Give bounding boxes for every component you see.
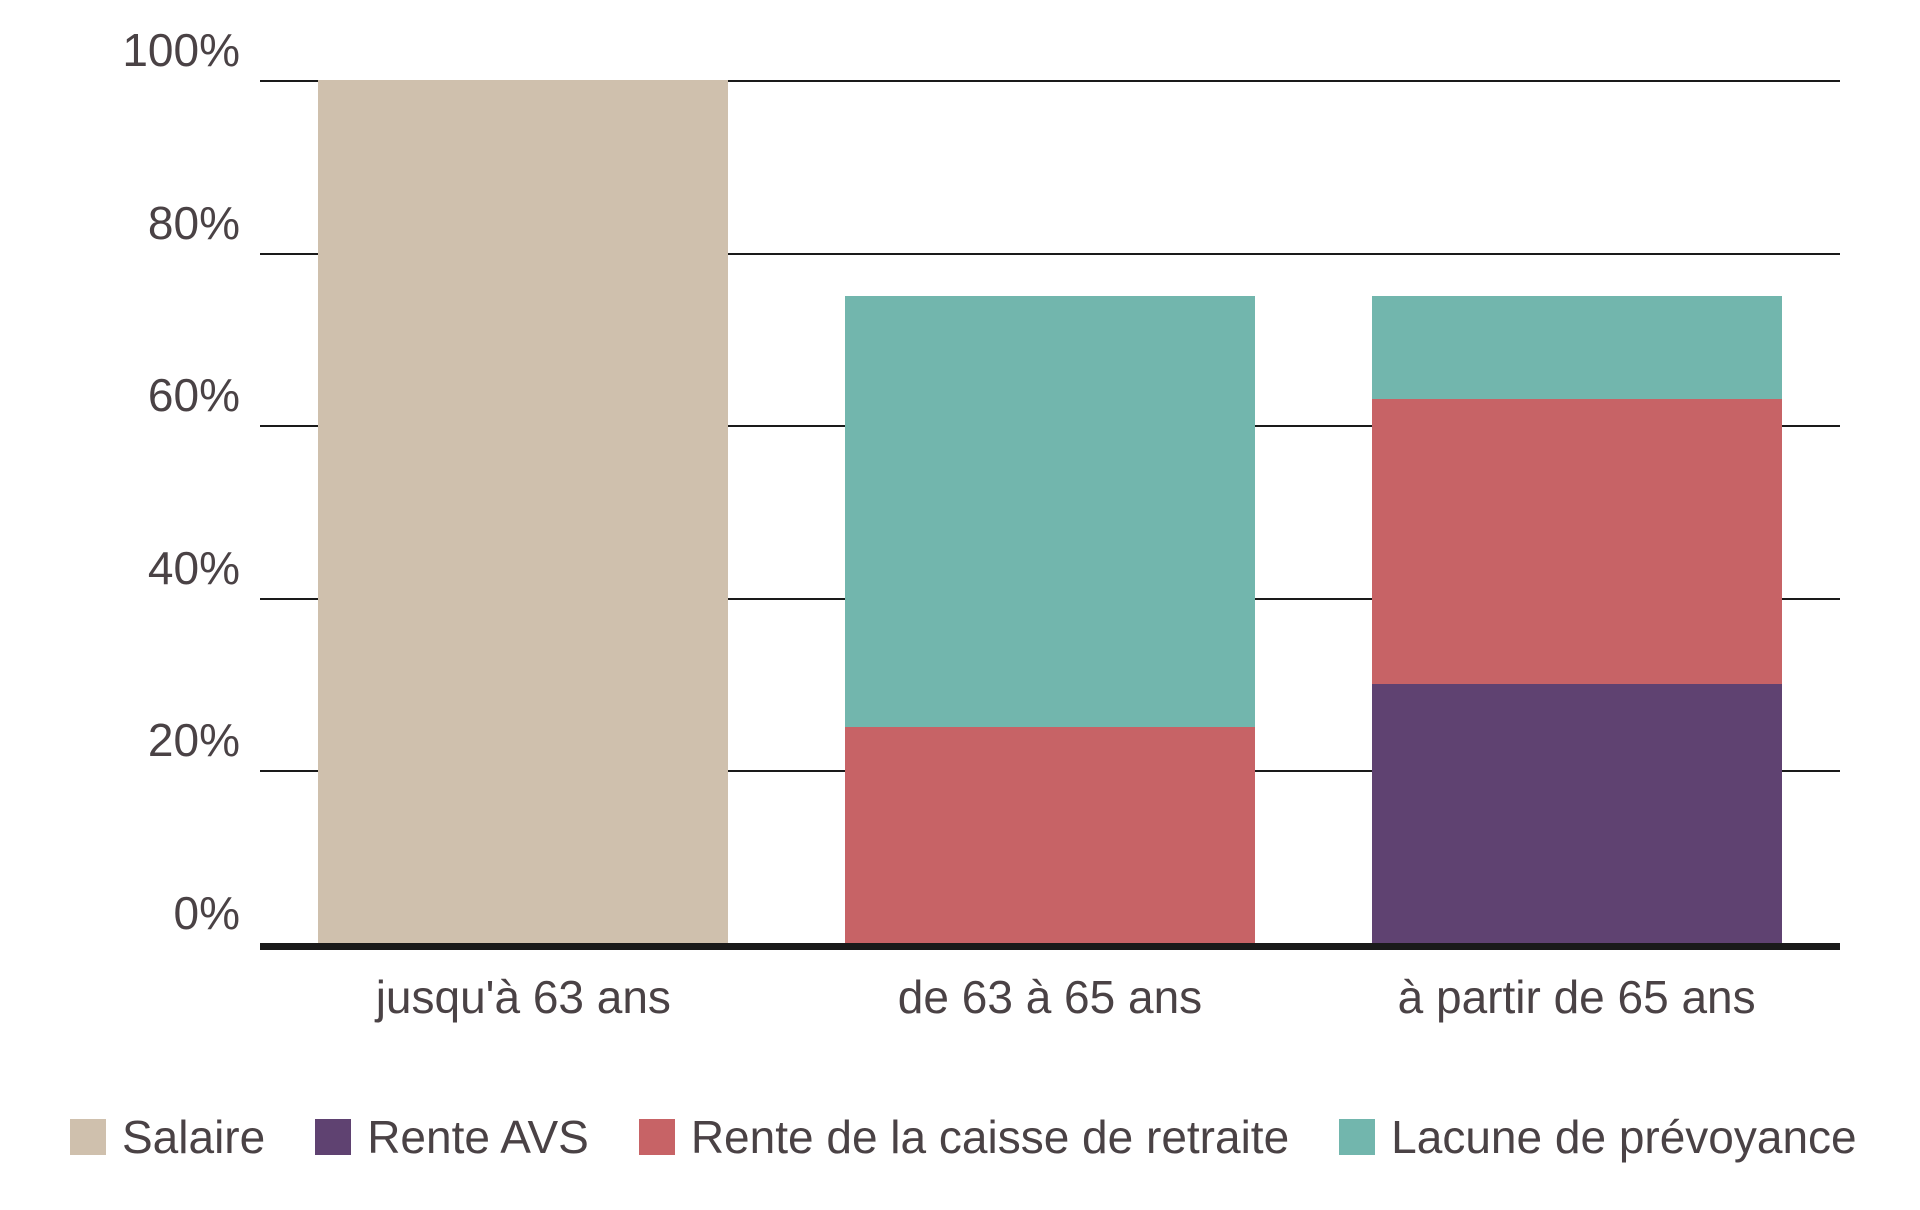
bar-segment-salaire [318, 80, 728, 943]
bar-segment-rente_caisse [845, 727, 1255, 943]
x-tick-label: de 63 à 65 ans [840, 970, 1260, 1024]
pension-chart: 100%80%60%40%20%0% jusqu'à 63 ansde 63 à… [60, 30, 1860, 1180]
legend-item-salaire: Salaire [70, 1110, 265, 1164]
y-tick-label: 60% [148, 368, 240, 422]
bar-segment-rente_caisse [1372, 399, 1782, 684]
bar-segment-lacune [845, 296, 1255, 728]
y-tick-label: 100% [122, 23, 240, 77]
x-axis-baseline [260, 943, 1840, 950]
legend-item-lacune: Lacune de prévoyance [1339, 1110, 1856, 1164]
legend-swatch [70, 1119, 106, 1155]
legend-item-rente_avs: Rente AVS [315, 1110, 589, 1164]
bars-row [260, 80, 1840, 943]
bar-group [318, 80, 728, 943]
bar-segment-lacune [1372, 296, 1782, 400]
legend: Salaire Rente AVS Rente de la caisse de re… [60, 1110, 1860, 1164]
bar-segment-rente_avs [1372, 684, 1782, 943]
legend-label: Salaire [122, 1110, 265, 1164]
legend-label: Rente de la caisse de retraite [691, 1110, 1289, 1164]
y-axis: 100%80%60%40%20%0% [60, 30, 260, 950]
y-tick-label: 20% [148, 713, 240, 767]
y-tick-label: 0% [174, 886, 240, 940]
x-tick-label: à partir de 65 ans [1367, 970, 1787, 1024]
legend-swatch [1339, 1119, 1375, 1155]
bar-group [845, 80, 1255, 943]
legend-label: Rente AVS [367, 1110, 589, 1164]
x-tick-label: jusqu'à 63 ans [313, 970, 733, 1024]
legend-item-rente_caisse: Rente de la caisse de retraite [639, 1110, 1289, 1164]
y-tick-label: 40% [148, 541, 240, 595]
bar-group [1372, 80, 1782, 943]
legend-swatch [639, 1119, 675, 1155]
plot-area [260, 80, 1840, 950]
legend-label: Lacune de prévoyance [1391, 1110, 1856, 1164]
y-tick-label: 80% [148, 196, 240, 250]
x-axis-labels: jusqu'à 63 ans de 63 à 65 ans à partir de … [260, 970, 1840, 1024]
legend-swatch [315, 1119, 351, 1155]
